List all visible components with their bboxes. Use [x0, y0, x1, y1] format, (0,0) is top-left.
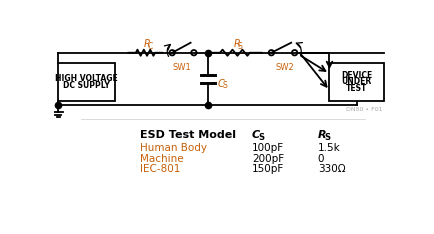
Text: 150pF: 150pF: [251, 164, 283, 174]
Text: 1.5k: 1.5k: [317, 143, 340, 153]
Text: R: R: [233, 39, 240, 49]
Text: SW2: SW2: [275, 63, 293, 72]
Text: S: S: [323, 133, 329, 142]
Text: DC SUPPLY: DC SUPPLY: [63, 81, 110, 90]
Text: Human Body: Human Body: [139, 143, 206, 153]
Text: IEC-801: IEC-801: [139, 164, 180, 174]
Text: TEST: TEST: [345, 84, 366, 93]
Text: C: C: [148, 42, 153, 51]
Text: R: R: [317, 130, 326, 140]
Text: Machine: Machine: [139, 154, 183, 164]
Text: 100pF: 100pF: [251, 143, 283, 153]
Text: DN80 • F01: DN80 • F01: [345, 107, 381, 112]
Text: 330Ω: 330Ω: [317, 164, 345, 174]
Text: HIGH VOLTAGE: HIGH VOLTAGE: [55, 74, 118, 83]
Text: DEVICE: DEVICE: [340, 70, 372, 80]
Bar: [58, 63, 115, 101]
Text: ESD Test Model: ESD Test Model: [139, 130, 235, 140]
Text: UNDER: UNDER: [341, 77, 371, 87]
Text: S: S: [258, 133, 263, 142]
Text: C: C: [251, 130, 260, 140]
Text: 0: 0: [317, 154, 324, 164]
Text: C: C: [217, 79, 224, 88]
Text: R: R: [144, 39, 150, 49]
Text: S: S: [237, 42, 241, 51]
Text: SW1: SW1: [172, 63, 191, 72]
Text: 200pF: 200pF: [251, 154, 283, 164]
Bar: [329, 63, 383, 101]
Text: S: S: [222, 81, 227, 90]
